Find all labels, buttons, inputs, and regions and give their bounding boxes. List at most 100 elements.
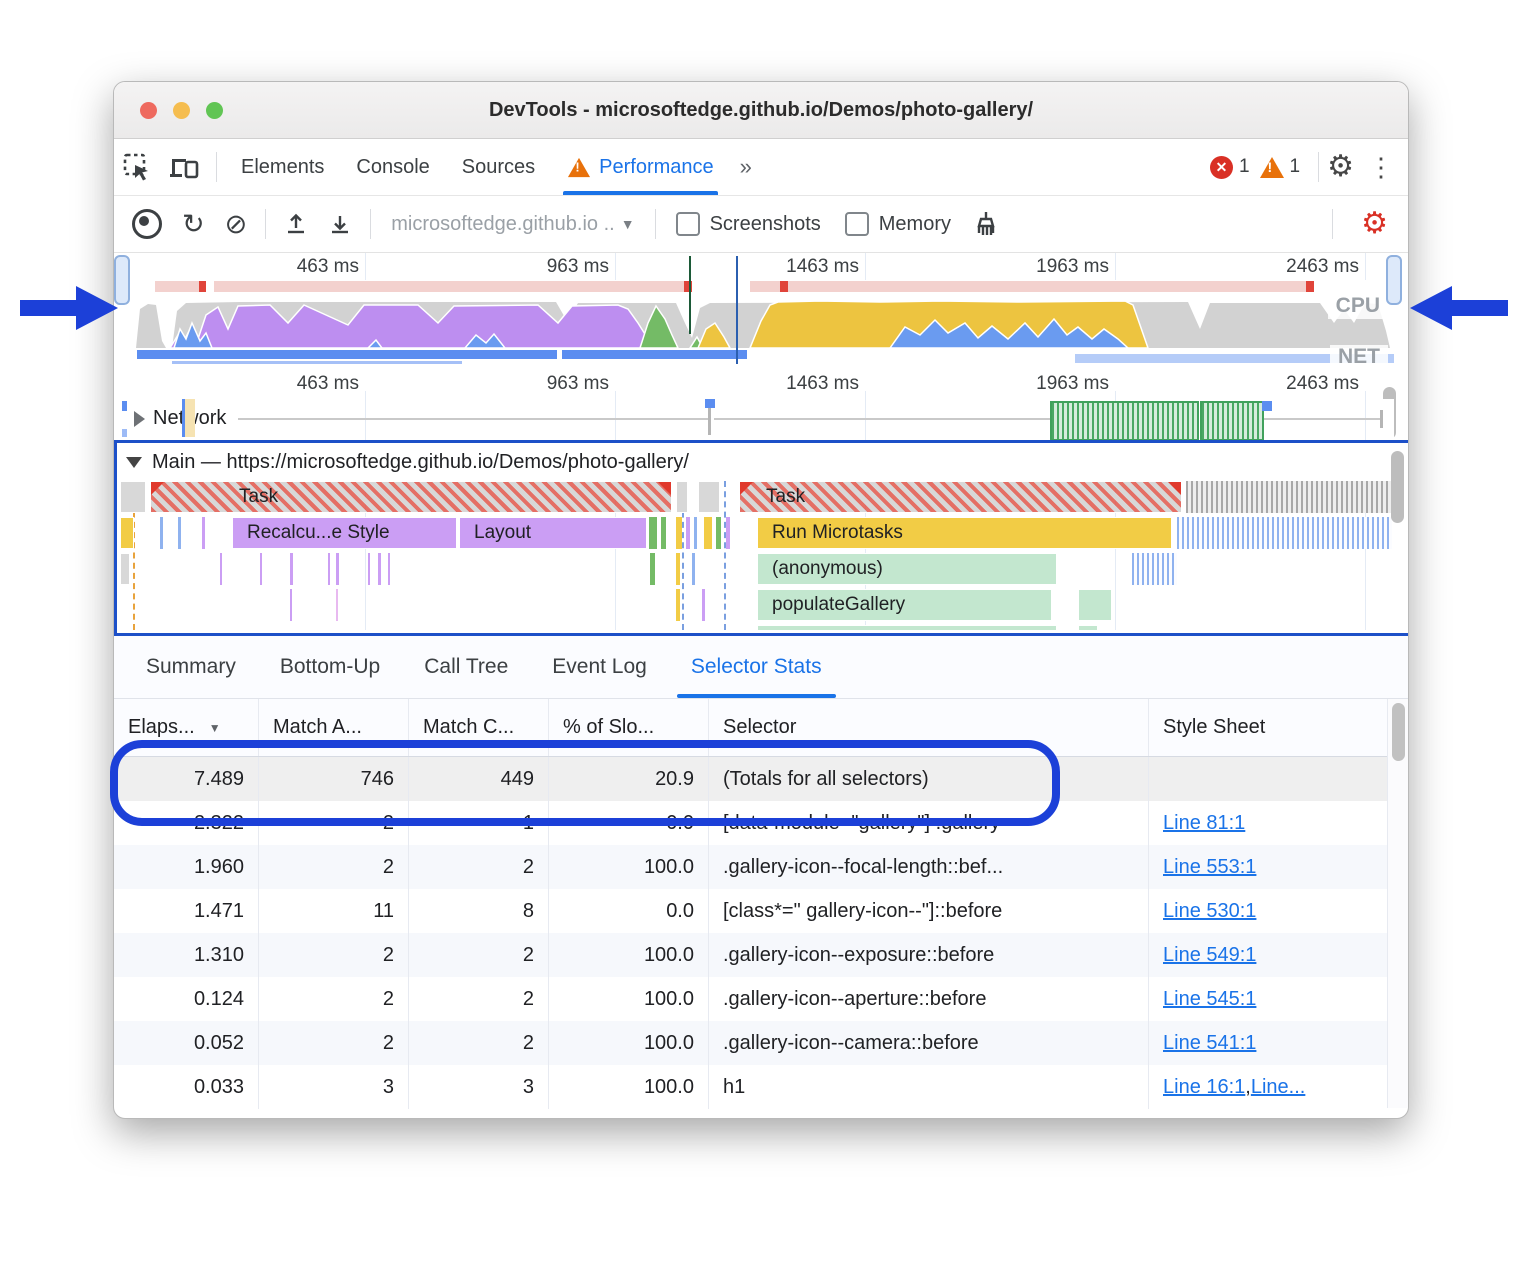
warning-badge-icon[interactable]: [1259, 156, 1284, 178]
table-row[interactable]: 0.052 2 2 100.0 .gallery-icon--camera::befor…: [114, 1021, 1408, 1065]
main-track-header[interactable]: Main — https://microsoftedge.github.io/D…: [114, 443, 1408, 481]
history-dropdown-value: microsoftedge.github.io ..: [391, 212, 615, 235]
record-button[interactable]: [132, 209, 162, 239]
column-header-stylesheet[interactable]: Style Sheet: [1149, 699, 1366, 756]
close-window-button[interactable]: [140, 101, 157, 119]
playhead-green[interactable]: [689, 256, 691, 334]
stylesheet-line-link[interactable]: Line 81:1: [1163, 811, 1246, 834]
grid-line: [1115, 481, 1116, 630]
flame-layout[interactable]: Layout: [459, 517, 647, 549]
error-count: 1: [1238, 156, 1250, 177]
flame-chart[interactable]: Task Task Recalcu...e Style Layout: [120, 481, 1394, 630]
maximize-window-button[interactable]: [206, 101, 223, 119]
minimize-window-button[interactable]: [173, 101, 190, 119]
tab-sources[interactable]: Sources: [446, 139, 551, 195]
ruler-tick-label: 963 ms: [546, 256, 609, 277]
cpu-track-label: CPU: [1327, 293, 1388, 319]
table-cell-number: 1.310: [114, 933, 259, 977]
table-cell-number: 1: [409, 801, 549, 845]
clear-recording-button[interactable]: ⊘: [224, 208, 248, 239]
table-cell-number: 2: [409, 845, 549, 889]
load-profile-icon[interactable]: [284, 212, 308, 236]
stylesheet-line-link[interactable]: Line 530:1: [1163, 899, 1257, 922]
tab-summary[interactable]: Summary: [124, 636, 258, 698]
disclosure-expanded-icon[interactable]: [126, 456, 142, 468]
tab-call-tree[interactable]: Call Tree: [402, 636, 530, 698]
table-row[interactable]: 1.471 11 8 0.0 [class*=" gallery-icon--"]::b…: [114, 889, 1408, 933]
table-cell-number: 7.489: [114, 757, 259, 801]
flame-frame-label: Layout: [474, 522, 532, 543]
stylesheet-line-link[interactable]: Line 549:1: [1163, 943, 1257, 966]
table-row[interactable]: 1.310 2 2 100.0 .gallery-icon--exposure::bef…: [114, 933, 1408, 977]
flame-recalc-style[interactable]: Recalcu...e Style: [232, 517, 457, 549]
column-header-matcha[interactable]: Match A...: [259, 699, 409, 756]
network-track-header[interactable]: Network: [134, 407, 226, 430]
save-profile-icon[interactable]: [328, 212, 352, 236]
column-header-elaps[interactable]: Elaps... ▼: [114, 699, 259, 756]
column-header-matchc[interactable]: Match C...: [409, 699, 549, 756]
table-cell-stylesheet: Line 81:1: [1149, 801, 1366, 845]
tab-elements[interactable]: Elements: [225, 139, 340, 195]
checkbox-icon: [844, 212, 869, 236]
table-cell-stylesheet: Line 530:1: [1149, 889, 1366, 933]
screenshots-checkbox[interactable]: Screenshots: [675, 212, 821, 236]
column-header-ofslo[interactable]: % of Slo...: [549, 699, 709, 756]
vertical-scrollbar-thumb[interactable]: [1391, 451, 1404, 523]
history-dropdown[interactable]: microsoftedge.github.io .. ▼: [391, 213, 634, 236]
tab-event-log[interactable]: Event Log: [530, 636, 669, 698]
more-tabs-chevron-icon[interactable]: »: [739, 154, 752, 179]
network-track[interactable]: Network: [120, 399, 1394, 441]
tab-selector-stats[interactable]: Selector Stats: [669, 636, 844, 698]
stylesheet-line-link[interactable]: Line 545:1: [1163, 987, 1257, 1010]
timeline-overview[interactable]: 463 ms 963 ms 1463 ms 1963 ms 2463 ms CPU: [114, 253, 1402, 369]
network-request-block[interactable]: [1200, 401, 1264, 441]
stylesheet-line-link[interactable]: Line 16:1: [1163, 1075, 1246, 1098]
flame-task-2[interactable]: Task: [739, 481, 1182, 513]
tab-bottom-up-label: Bottom-Up: [279, 655, 381, 678]
error-badge-icon[interactable]: ✕: [1209, 155, 1233, 179]
table-row[interactable]: 0.124 2 2 100.0 .gallery-icon--aperture::bef…: [114, 977, 1408, 1021]
flame-task-1[interactable]: Task: [150, 481, 672, 513]
flame-anonymous[interactable]: (anonymous): [757, 553, 1057, 585]
tab-performance[interactable]: Performance: [551, 139, 730, 195]
collect-garbage-icon[interactable]: [973, 210, 999, 238]
overview-right-handle[interactable]: [1386, 255, 1402, 305]
marker-dashed-blue: [682, 481, 684, 630]
network-request-block[interactable]: [1050, 401, 1199, 441]
table-scrollbar-track[interactable]: [1387, 699, 1408, 1108]
stylesheet-line-link[interactable]: Line 541:1: [1163, 1031, 1257, 1054]
overview-left-handle[interactable]: [114, 255, 130, 305]
device-toolbar-icon[interactable]: [168, 153, 200, 181]
flame-populate-gallery[interactable]: populateGallery: [757, 589, 1052, 621]
tab-performance-label: Performance: [599, 155, 714, 178]
stylesheet-line-link[interactable]: Line...: [1250, 1075, 1306, 1098]
playhead-blue[interactable]: [736, 256, 738, 364]
table-row[interactable]: 0.033 3 3 100.0 h1 Line 16:1 , Line...: [114, 1065, 1408, 1109]
tab-console[interactable]: Console: [340, 139, 445, 195]
memory-checkbox[interactable]: Memory: [844, 212, 951, 236]
table-cell-number: 449: [409, 757, 549, 801]
kebab-menu-icon[interactable]: ⋮: [1368, 151, 1394, 182]
table-row[interactable]: 1.960 2 2 100.0 .gallery-icon--focal-length:…: [114, 845, 1408, 889]
disclosure-collapsed-icon[interactable]: [134, 410, 145, 427]
column-header-label: % of Slo...: [563, 716, 655, 738]
table-row[interactable]: 2.322 2 1 0.0 [data-module="gallery"] .galle…: [114, 801, 1408, 845]
column-header-selector[interactable]: Selector: [709, 699, 1149, 756]
flame-run-microtasks[interactable]: Run Microtasks: [757, 517, 1172, 549]
stylesheet-line-link[interactable]: Line 553:1: [1163, 855, 1257, 878]
table-row-totals[interactable]: 7.489 746 449 20.9 (Totals for all selectors…: [114, 757, 1408, 801]
performance-toolbar: ↻ ⊘ microsoftedge.github.io .. ▼ Screens…: [114, 196, 1408, 253]
capture-settings-gear-icon[interactable]: ⚙: [1361, 207, 1388, 240]
tab-bottom-up[interactable]: Bottom-Up: [258, 636, 402, 698]
table-scrollbar-thumb[interactable]: [1392, 703, 1405, 761]
settings-gear-icon[interactable]: ⚙: [1327, 150, 1354, 183]
flame-frame-label: Recalcu...e Style: [247, 522, 390, 543]
tab-summary-label: Summary: [146, 655, 236, 678]
inspect-element-icon[interactable]: [122, 152, 152, 182]
tab-call-tree-label: Call Tree: [424, 655, 509, 678]
table-cell-number: 2: [259, 1021, 409, 1065]
grid-line: [615, 481, 616, 630]
main-thread-track[interactable]: Main — https://microsoftedge.github.io/D…: [114, 440, 1408, 636]
reload-and-record-button[interactable]: ↻: [182, 208, 205, 239]
